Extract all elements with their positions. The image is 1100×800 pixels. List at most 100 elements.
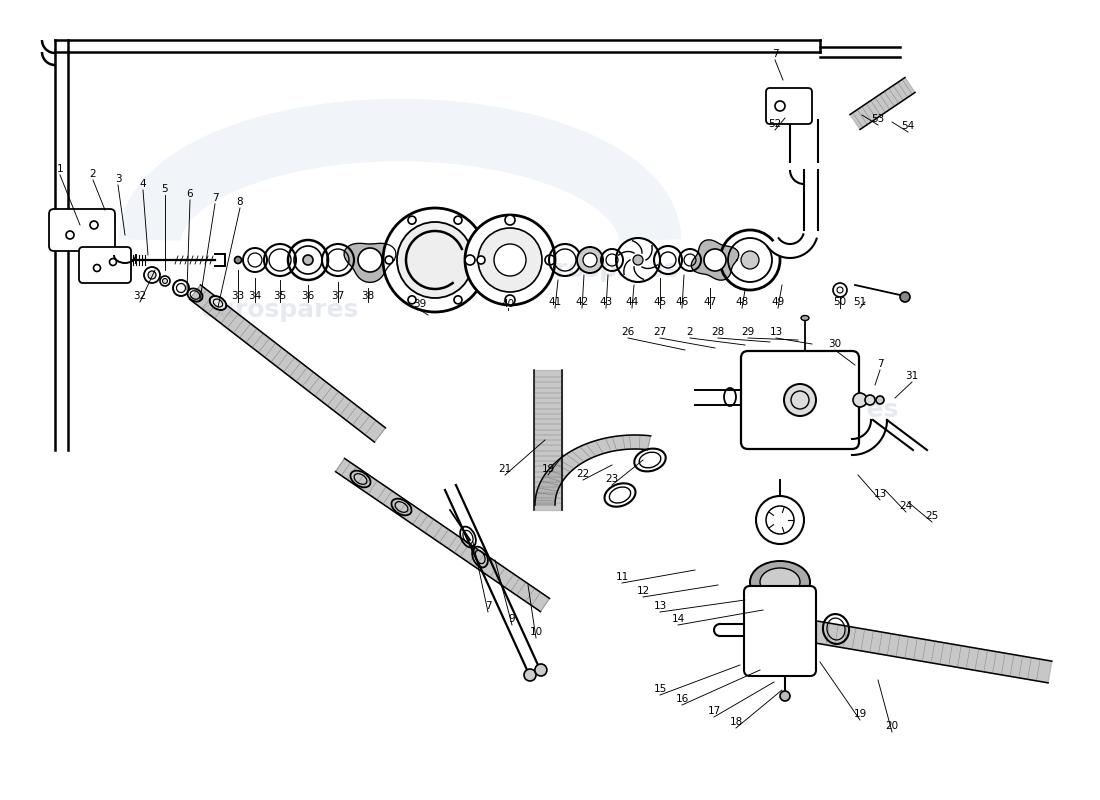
Text: 50: 50 xyxy=(834,297,847,307)
Text: 10: 10 xyxy=(529,627,542,637)
Text: 20: 20 xyxy=(886,721,899,731)
Text: 7: 7 xyxy=(877,359,883,369)
Circle shape xyxy=(494,244,526,276)
Circle shape xyxy=(358,248,382,272)
Circle shape xyxy=(535,664,547,676)
Text: 23: 23 xyxy=(605,474,618,484)
Circle shape xyxy=(865,395,874,405)
Polygon shape xyxy=(768,234,816,258)
Text: 1: 1 xyxy=(57,164,64,174)
Text: 29: 29 xyxy=(741,327,755,337)
Text: 21: 21 xyxy=(498,464,512,474)
Polygon shape xyxy=(336,458,550,612)
Circle shape xyxy=(524,669,536,681)
Ellipse shape xyxy=(210,296,227,310)
Text: 7: 7 xyxy=(772,49,779,59)
Text: 13: 13 xyxy=(873,489,887,499)
Text: 54: 54 xyxy=(901,121,914,131)
Polygon shape xyxy=(814,621,1052,683)
Circle shape xyxy=(505,295,515,305)
Text: 27: 27 xyxy=(653,327,667,337)
Text: 24: 24 xyxy=(900,501,913,511)
Polygon shape xyxy=(189,285,385,442)
Text: 3: 3 xyxy=(114,174,121,184)
Text: 49: 49 xyxy=(771,297,784,307)
Text: 6: 6 xyxy=(187,189,194,199)
Circle shape xyxy=(234,257,242,263)
Circle shape xyxy=(408,216,416,224)
Circle shape xyxy=(900,292,910,302)
Circle shape xyxy=(505,215,515,225)
Circle shape xyxy=(741,251,759,269)
FancyBboxPatch shape xyxy=(50,209,116,251)
Circle shape xyxy=(302,255,313,265)
Ellipse shape xyxy=(760,568,800,596)
Circle shape xyxy=(616,238,660,282)
Text: 46: 46 xyxy=(675,297,689,307)
Polygon shape xyxy=(850,78,915,130)
Text: 34: 34 xyxy=(249,291,262,301)
Text: 7: 7 xyxy=(485,601,492,611)
Text: 5: 5 xyxy=(162,184,168,194)
Text: 53: 53 xyxy=(871,114,884,124)
Text: 31: 31 xyxy=(905,371,918,381)
Ellipse shape xyxy=(801,315,808,321)
Text: 26: 26 xyxy=(621,327,635,337)
Polygon shape xyxy=(344,243,396,282)
Circle shape xyxy=(876,396,884,404)
Text: 37: 37 xyxy=(331,291,344,301)
Text: 33: 33 xyxy=(231,291,244,301)
Circle shape xyxy=(544,255,556,265)
Circle shape xyxy=(784,384,816,416)
Text: 8: 8 xyxy=(236,197,243,207)
Text: 39: 39 xyxy=(414,299,427,309)
Ellipse shape xyxy=(750,561,810,603)
Text: eurospares: eurospares xyxy=(201,298,359,322)
Text: 47: 47 xyxy=(703,297,716,307)
Polygon shape xyxy=(534,370,562,510)
Circle shape xyxy=(583,253,597,267)
FancyBboxPatch shape xyxy=(79,247,131,283)
Text: 28: 28 xyxy=(712,327,725,337)
Text: 7: 7 xyxy=(211,193,218,203)
Circle shape xyxy=(465,255,475,265)
Text: 51: 51 xyxy=(854,297,867,307)
Circle shape xyxy=(385,256,393,264)
Text: 9: 9 xyxy=(508,614,515,624)
Text: 13: 13 xyxy=(653,601,667,611)
Text: eurospares: eurospares xyxy=(741,398,899,422)
Text: 4: 4 xyxy=(140,179,146,189)
Text: 18: 18 xyxy=(729,717,743,727)
Text: 11: 11 xyxy=(615,572,628,582)
Circle shape xyxy=(383,208,487,312)
Text: 40: 40 xyxy=(502,299,515,309)
Polygon shape xyxy=(691,240,739,280)
Circle shape xyxy=(163,278,167,283)
Text: 43: 43 xyxy=(600,297,613,307)
Circle shape xyxy=(852,393,867,407)
Text: 17: 17 xyxy=(707,706,721,716)
Circle shape xyxy=(148,271,156,279)
Text: 16: 16 xyxy=(675,694,689,704)
Circle shape xyxy=(632,255,644,265)
Circle shape xyxy=(477,256,485,264)
Text: 35: 35 xyxy=(274,291,287,301)
FancyBboxPatch shape xyxy=(744,586,816,676)
Circle shape xyxy=(454,216,462,224)
Circle shape xyxy=(704,249,726,271)
Circle shape xyxy=(465,215,556,305)
Text: 19: 19 xyxy=(541,464,554,474)
Text: 42: 42 xyxy=(575,297,589,307)
Circle shape xyxy=(578,247,603,273)
Circle shape xyxy=(454,296,462,304)
FancyBboxPatch shape xyxy=(741,351,859,449)
Text: 15: 15 xyxy=(653,684,667,694)
Text: 14: 14 xyxy=(671,614,684,624)
Text: 12: 12 xyxy=(637,586,650,596)
Text: 36: 36 xyxy=(301,291,315,301)
Text: 30: 30 xyxy=(828,339,842,349)
Text: eurospares: eurospares xyxy=(521,258,679,282)
FancyBboxPatch shape xyxy=(766,88,812,124)
Text: 32: 32 xyxy=(133,291,146,301)
Circle shape xyxy=(478,228,542,292)
